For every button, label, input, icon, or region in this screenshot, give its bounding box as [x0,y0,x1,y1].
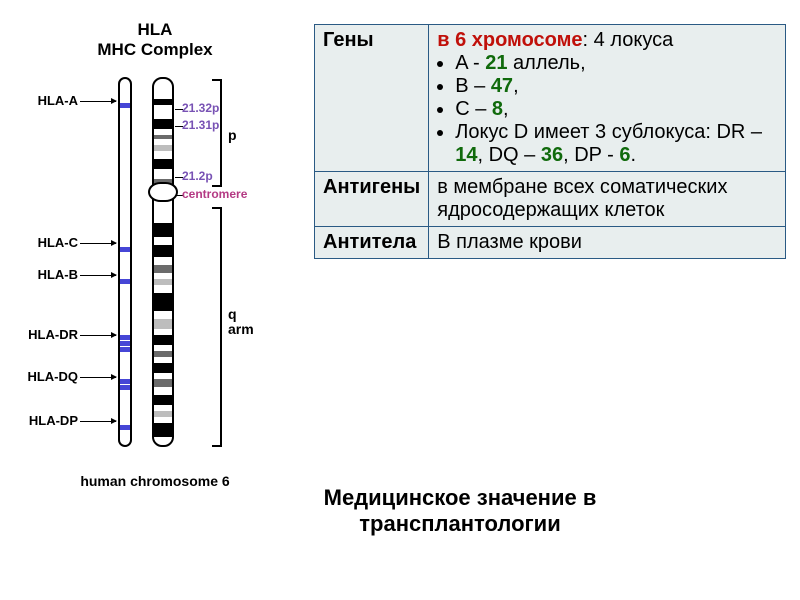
title-line-2: MHC Complex [97,40,212,59]
chromosome-band [154,293,172,311]
hla-gene-label: HLA-DR [14,327,78,342]
row-content-genes: в 6 хромосоме: 4 локуса A - 21 аллель,B … [429,25,786,172]
chromosome-6-highlight: в 6 хромосоме [437,29,582,51]
position-label: 21.31p [182,118,219,132]
table-row: Антитела В плазме крови [315,227,786,259]
chromosome-band [154,159,172,169]
chromosome-band [154,335,172,345]
chromosome-band [154,411,172,417]
row-content-antigens: в мембране всех соматических ядросодержа… [429,172,786,227]
position-label: 21.2p [182,169,213,183]
hla-gene-label: HLA-DQ [14,369,78,384]
locus-mark [120,279,130,284]
chromosome-band [154,265,172,273]
table-row: Гены в 6 хромосоме: 4 локуса A - 21 алле… [315,25,786,172]
allele-bullet: Локус D имеет 3 сублокуса: DR – 14, DQ –… [455,121,777,167]
p-arm-bracket [212,79,222,187]
locus-mark [120,103,130,108]
chromosome-strand-left [118,77,132,447]
hla-gene-label: HLA-A [14,93,78,108]
chromosome-band [154,351,172,357]
allele-bullet: B – 47, [455,75,777,98]
hla-gene-label: HLA-DP [14,413,78,428]
allele-bullet: C – 8, [455,98,777,121]
chromosome-band [154,245,172,257]
chromosome-band [154,379,172,387]
chromosome-band [154,363,172,373]
chromosome-strand-right [152,77,174,447]
hla-gene-label: HLA-B [14,267,78,282]
hla-genes-table: Гены в 6 хромосоме: 4 локуса A - 21 алле… [314,24,786,259]
q-arm-bracket [212,207,222,447]
gene-arrow-icon [80,101,116,102]
table-row: Антигены в мембране всех соматических яд… [315,172,786,227]
gene-arrow-icon [80,335,116,336]
centromere-pinch [148,182,178,202]
chromosome-band [154,99,172,105]
diagram-title: HLA MHC Complex [0,20,310,59]
gene-arrow-icon [80,421,116,422]
row-header-antigens: Антигены [315,172,429,227]
row-content-antibodies: В плазме крови [429,227,786,259]
locus-mark [120,341,130,346]
allele-bullets: A - 21 аллель,B – 47,C – 8,Локус D имеет… [437,52,777,167]
chromosome-band [154,395,172,405]
locus-mark [120,379,130,384]
chromosome-band [154,135,172,139]
q-arm-label: q arm [228,307,254,338]
chromosome-band [154,223,172,237]
row-header-antibodies: Антитела [315,227,429,259]
chromosome-band [154,423,172,437]
allele-bullet: A - 21 аллель, [455,52,777,75]
bottom-note: Медицинское значение в трансплантологии [240,485,680,537]
chromosome-band [154,145,172,151]
locus-mark [120,385,130,390]
hla-chromosome-diagram: HLA MHC Complex p q arm HLA-A HLA-C HLA-B H… [0,20,310,540]
locus-mark [120,425,130,430]
locus-mark [120,347,130,352]
gene-arrow-icon [80,243,116,244]
gene-arrow-icon [80,275,116,276]
locus-mark [120,335,130,340]
position-label: centromere [182,187,247,201]
chromosome-band [154,119,172,129]
gene-arrow-icon [80,377,116,378]
chromosome-band [154,319,172,329]
row-header-genes: Гены [315,25,429,172]
p-arm-label: p [228,127,237,143]
position-label: 21.32p [182,101,219,115]
chromosome-band [154,279,172,285]
title-line-1: HLA [138,20,173,39]
locus-mark [120,247,130,252]
hla-gene-label: HLA-C [14,235,78,250]
chromosome-graphic: p q arm HLA-A HLA-C HLA-B HLA-DR HLA-DQ HLA-D… [0,67,310,467]
